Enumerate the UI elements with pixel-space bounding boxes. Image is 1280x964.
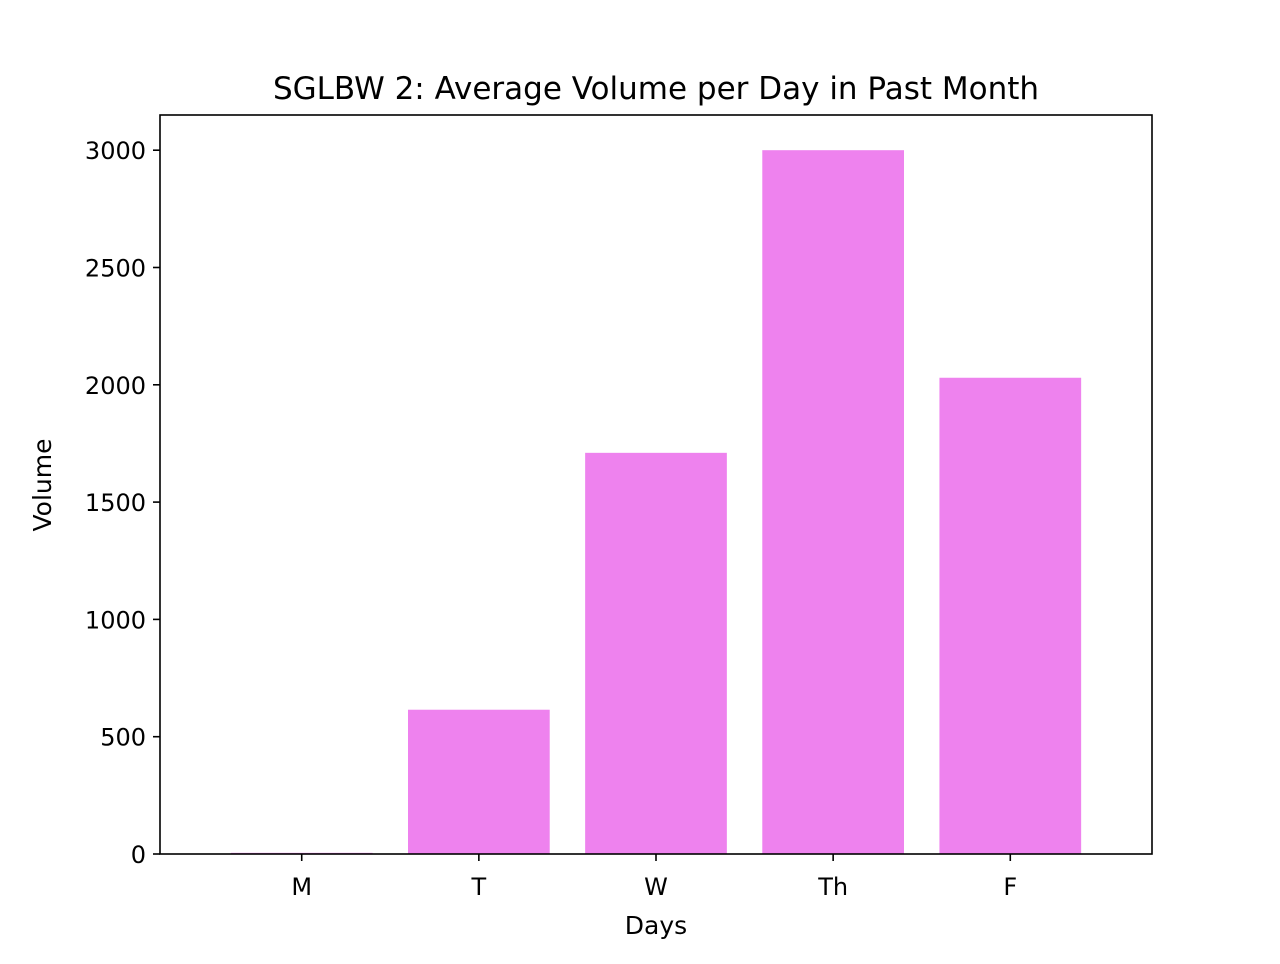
y-tick-label: 2000: [85, 372, 146, 400]
x-axis-label: Days: [625, 911, 687, 940]
y-axis-label: Volume: [28, 439, 57, 532]
bar-th: [762, 150, 904, 854]
y-axis-ticks: 0 500 1000 1500 2000 2500 3000: [85, 137, 160, 869]
x-tick-label: Th: [817, 873, 848, 901]
y-tick-label: 1500: [85, 489, 146, 517]
x-tick-label: M: [291, 873, 312, 901]
x-tick-label: T: [471, 873, 487, 901]
y-tick-label: 1000: [85, 606, 146, 634]
y-tick-label: 500: [100, 724, 146, 752]
y-tick-label: 0: [131, 841, 146, 869]
chart-title: SGLBW 2: Average Volume per Day in Past …: [273, 71, 1039, 107]
x-axis-ticks: M T W Th F: [291, 854, 1017, 901]
bar-f: [939, 377, 1082, 854]
bars-layer: [230, 150, 1082, 854]
plot-area-frame: [159, 114, 1153, 855]
bar-w: [585, 452, 727, 854]
y-tick-label: 2500: [85, 254, 146, 282]
x-tick-label: F: [1003, 873, 1017, 901]
y-tick-label: 3000: [85, 137, 146, 165]
x-tick-label: W: [644, 873, 668, 901]
bar-t: [408, 709, 550, 854]
